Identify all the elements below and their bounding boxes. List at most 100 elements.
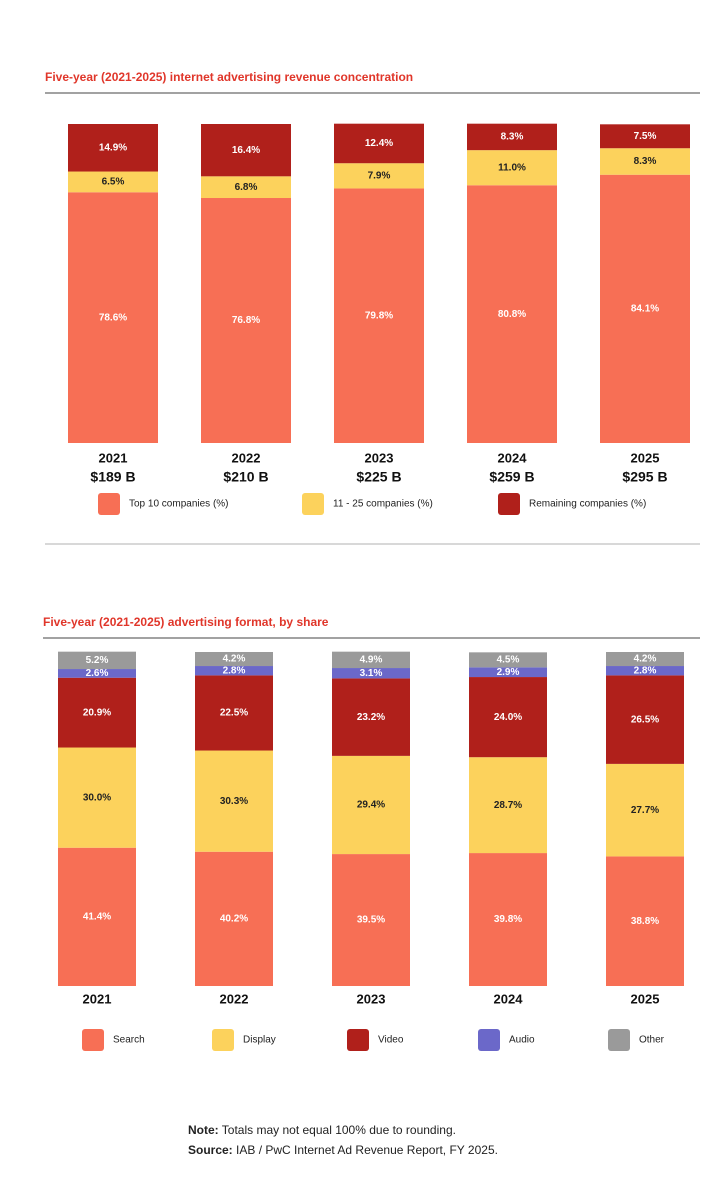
chart-title: Five-year (2021-2025) advertising format…: [43, 615, 329, 629]
bar-segment: [332, 678, 410, 756]
data-label: 39.8%: [494, 914, 522, 925]
bar-segment: [201, 198, 291, 443]
note-label: Note:: [188, 1123, 219, 1137]
bar-segment: [334, 188, 424, 443]
data-label: 28.7%: [494, 800, 522, 811]
legend-swatch: [98, 493, 120, 515]
note: Note: Totals may not equal 100% due to r…: [188, 1123, 456, 1137]
bar-segment: [469, 652, 547, 668]
data-label: 7.9%: [368, 170, 391, 181]
data-label: 6.5%: [102, 177, 125, 188]
bar-segment: [58, 847, 136, 986]
data-label: 27.7%: [631, 805, 659, 816]
x-tick-label: 2021: [83, 991, 112, 1006]
data-label: 2.8%: [223, 665, 246, 676]
total-label: $210 B: [223, 469, 268, 485]
bar-segment: [469, 667, 547, 678]
bar-segment: [58, 669, 136, 678]
bar-segment: [58, 651, 136, 670]
data-label: 4.5%: [497, 654, 520, 665]
data-label: 26.5%: [631, 714, 659, 725]
bar-segment: [600, 148, 690, 175]
source-text: IAB / PwC Internet Ad Revenue Report, FY…: [236, 1143, 498, 1157]
bar-segment: [469, 757, 547, 854]
bar-segment: [606, 652, 684, 667]
x-tick-label: 2025: [631, 450, 660, 465]
bar-segment: [467, 185, 557, 444]
bar-segment: [469, 853, 547, 986]
bar-segment: [600, 124, 690, 149]
x-tick-label: 2022: [220, 991, 249, 1006]
bar-segment: [332, 854, 410, 986]
bar-segment: [467, 150, 557, 186]
legend-swatch: [478, 1029, 500, 1051]
data-label: 4.2%: [634, 654, 657, 665]
legend-label: Display: [243, 1035, 276, 1046]
data-label: 4.2%: [223, 654, 246, 665]
bar-segment: [334, 123, 424, 164]
data-label: 41.4%: [83, 912, 111, 923]
data-label: 30.0%: [83, 792, 111, 803]
x-tick-label: 2021: [99, 450, 128, 465]
bar-segment: [606, 666, 684, 676]
legend-swatch: [347, 1029, 369, 1051]
total-label: $189 B: [90, 469, 135, 485]
data-label: 2.9%: [497, 667, 520, 678]
bar-segment: [201, 124, 291, 177]
bar-segment: [195, 666, 273, 676]
data-label: 11.0%: [498, 162, 526, 173]
data-label: 6.8%: [235, 182, 258, 193]
bar-segment: [332, 668, 410, 679]
data-label: 4.9%: [360, 654, 383, 665]
bar-segment: [195, 652, 273, 667]
bar-segment: [195, 851, 273, 986]
bar-segment: [195, 750, 273, 852]
data-label: 23.2%: [357, 712, 385, 723]
x-tick-label: 2024: [494, 991, 524, 1006]
data-label: 84.1%: [631, 304, 659, 315]
data-label: 78.6%: [99, 312, 127, 323]
legend-swatch: [608, 1029, 630, 1051]
data-label: 8.3%: [634, 156, 657, 167]
legend-swatch: [302, 493, 324, 515]
x-tick-label: 2024: [498, 450, 528, 465]
data-label: 76.8%: [232, 315, 260, 326]
data-label: 38.8%: [631, 916, 659, 927]
bar-segment: [606, 856, 684, 986]
data-label: 5.2%: [86, 655, 109, 666]
x-tick-label: 2023: [365, 450, 394, 465]
note-text: Totals may not equal 100% due to roundin…: [222, 1123, 456, 1137]
data-label: 2.6%: [86, 668, 109, 679]
data-label: 79.8%: [365, 310, 393, 321]
bar-segment: [332, 651, 410, 669]
total-label: $295 B: [622, 469, 667, 485]
source: Source: IAB / PwC Internet Ad Revenue Re…: [188, 1143, 498, 1157]
bar-segment: [467, 123, 557, 151]
total-label: $259 B: [489, 469, 534, 485]
bar-segment: [195, 675, 273, 751]
legend-label: Video: [378, 1035, 404, 1046]
bar-segment: [469, 677, 547, 758]
legend-swatch: [82, 1029, 104, 1051]
data-label: 8.3%: [501, 132, 524, 143]
x-tick-label: 2023: [357, 991, 386, 1006]
legend-label: Audio: [509, 1035, 535, 1046]
source-label: Source:: [188, 1143, 233, 1157]
bar-segment: [68, 171, 158, 193]
bar-segment: [58, 677, 136, 748]
legend-swatch: [498, 493, 520, 515]
bar-segment: [606, 675, 684, 764]
bar-segment: [58, 747, 136, 848]
bar-segment: [68, 124, 158, 172]
bar-segment: [201, 176, 291, 199]
legend-label: Other: [639, 1035, 665, 1046]
data-label: 29.4%: [357, 800, 385, 811]
data-label: 2.8%: [634, 665, 657, 676]
data-label: 3.1%: [360, 668, 383, 679]
data-label: 39.5%: [357, 915, 385, 926]
data-label: 16.4%: [232, 145, 260, 156]
data-label: 24.0%: [494, 712, 522, 723]
legend-label: Top 10 companies (%): [129, 499, 229, 510]
data-label: 14.9%: [99, 142, 127, 153]
